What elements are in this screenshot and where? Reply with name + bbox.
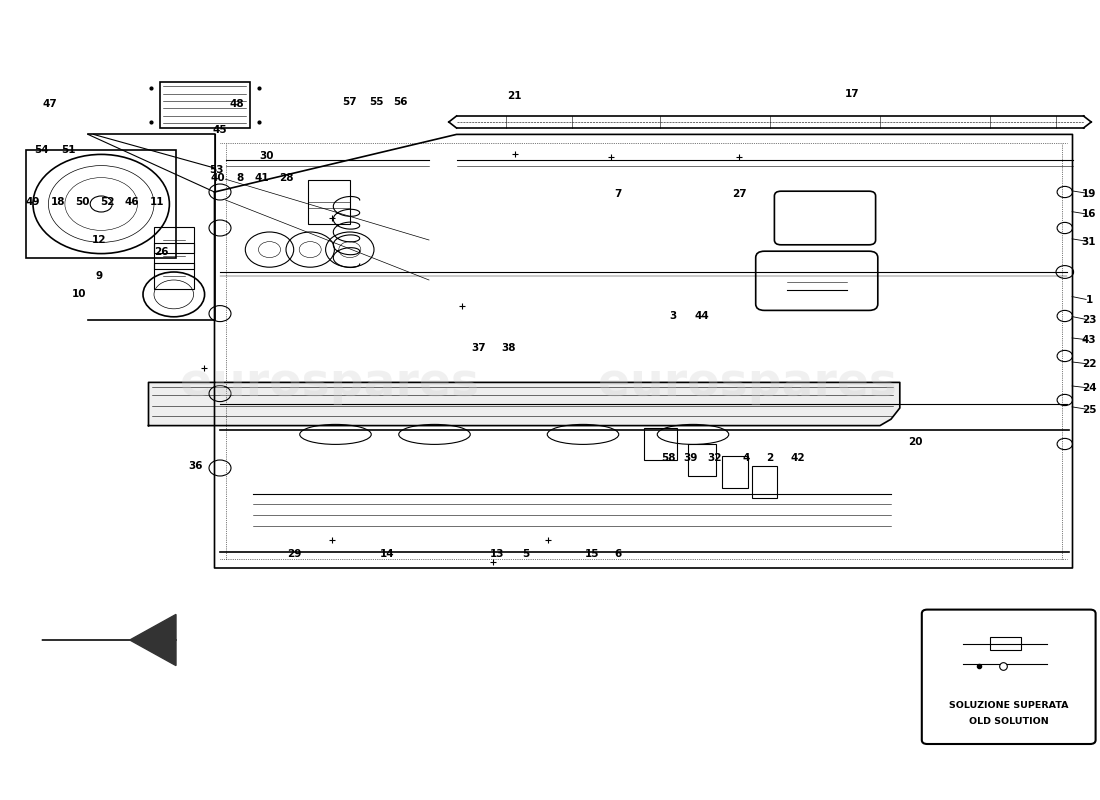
Text: 20: 20 xyxy=(908,437,923,446)
Bar xyxy=(308,180,350,224)
Text: 37: 37 xyxy=(471,343,486,353)
Text: 31: 31 xyxy=(1081,237,1097,246)
Text: 2: 2 xyxy=(767,453,773,462)
Text: 11: 11 xyxy=(150,197,165,206)
Bar xyxy=(990,637,1021,650)
Text: 45: 45 xyxy=(212,125,228,134)
Text: 21: 21 xyxy=(507,91,522,101)
Text: 32: 32 xyxy=(1079,645,1094,654)
Text: 43: 43 xyxy=(1081,335,1097,345)
Text: 19: 19 xyxy=(1081,189,1097,198)
Text: 35: 35 xyxy=(952,666,967,675)
Text: 40: 40 xyxy=(210,173,225,182)
Text: 52: 52 xyxy=(100,197,116,206)
Text: 46: 46 xyxy=(124,197,140,206)
Bar xyxy=(688,444,716,476)
Text: eurospares: eurospares xyxy=(180,362,480,406)
Text: 36: 36 xyxy=(188,461,204,470)
Bar xyxy=(752,466,777,498)
Bar xyxy=(644,428,676,460)
Text: 39: 39 xyxy=(683,453,698,462)
Text: 58: 58 xyxy=(661,453,676,462)
Bar xyxy=(154,243,194,269)
Text: 25: 25 xyxy=(1081,405,1097,414)
Text: 28: 28 xyxy=(278,173,294,182)
Text: 38: 38 xyxy=(500,343,516,353)
Bar xyxy=(154,263,194,289)
Text: 13: 13 xyxy=(490,549,505,558)
Text: 6: 6 xyxy=(615,549,622,558)
Text: 34: 34 xyxy=(952,645,967,654)
Text: 57: 57 xyxy=(342,98,358,107)
Text: 15: 15 xyxy=(584,549,600,558)
Text: 7: 7 xyxy=(615,189,622,198)
Polygon shape xyxy=(148,382,900,426)
Text: 48: 48 xyxy=(229,99,244,109)
Text: 27: 27 xyxy=(732,189,747,198)
Text: 10: 10 xyxy=(72,290,87,299)
Text: 5: 5 xyxy=(522,549,529,558)
Text: 22: 22 xyxy=(1081,359,1097,369)
Text: 1: 1 xyxy=(1086,295,1092,305)
Bar xyxy=(160,82,250,128)
Text: SOLUZIONE SUPERATA: SOLUZIONE SUPERATA xyxy=(949,701,1068,710)
Text: 23: 23 xyxy=(1081,315,1097,325)
Text: eurospares: eurospares xyxy=(598,362,898,406)
Text: 26: 26 xyxy=(154,247,169,257)
Text: 24: 24 xyxy=(1081,383,1097,393)
Text: OLD SOLUTION: OLD SOLUTION xyxy=(969,717,1048,726)
Bar xyxy=(722,456,748,488)
FancyBboxPatch shape xyxy=(922,610,1096,744)
Text: 30: 30 xyxy=(258,151,274,161)
Text: 47: 47 xyxy=(42,99,57,109)
Text: 49: 49 xyxy=(25,197,41,206)
Text: 51: 51 xyxy=(60,146,76,155)
Text: 16: 16 xyxy=(1081,210,1097,219)
Text: 56: 56 xyxy=(393,98,408,107)
Bar xyxy=(26,150,176,258)
Text: 29: 29 xyxy=(287,549,303,558)
Text: 17: 17 xyxy=(845,90,860,99)
Text: 8: 8 xyxy=(236,173,243,182)
Bar xyxy=(154,227,194,253)
Text: 32: 32 xyxy=(707,453,723,462)
Text: 54: 54 xyxy=(34,146,50,155)
Text: 42: 42 xyxy=(790,453,805,462)
Text: 50: 50 xyxy=(75,197,90,206)
Text: 14: 14 xyxy=(379,549,395,558)
Text: 9: 9 xyxy=(96,271,102,281)
Text: 18: 18 xyxy=(51,197,66,206)
Polygon shape xyxy=(42,614,176,666)
Text: 41: 41 xyxy=(254,173,270,182)
Text: 12: 12 xyxy=(91,235,107,245)
Text: 55: 55 xyxy=(368,98,384,107)
Text: 4: 4 xyxy=(742,453,749,462)
Text: 3: 3 xyxy=(670,311,676,321)
Text: 33: 33 xyxy=(1079,666,1094,675)
Text: 44: 44 xyxy=(694,311,710,321)
Text: 53: 53 xyxy=(209,165,224,174)
